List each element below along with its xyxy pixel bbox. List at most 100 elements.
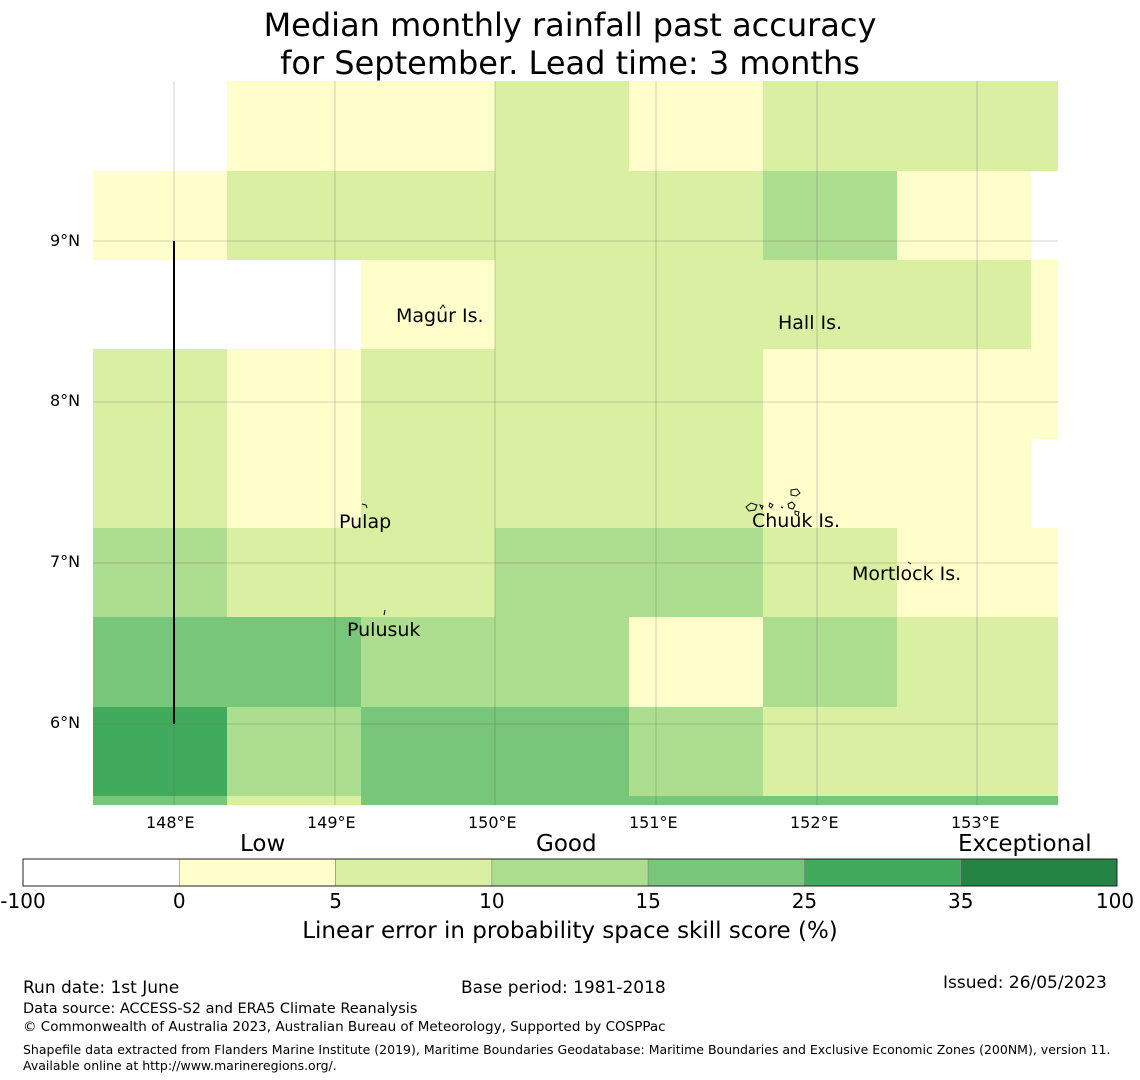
colorbar-segment [335,858,493,887]
grid-cell [629,707,763,796]
grid-cell [897,81,1058,171]
place-label-chuuk: Chuuk Is. [752,510,840,532]
colorbar-tick-label: 100 [1095,889,1135,913]
grid-cell [1031,528,1058,617]
colorbar-segment [178,858,336,887]
colorbar-word-low: Low [240,831,286,857]
mortlock-island-outline [907,561,912,565]
colorbar-segment [22,858,180,887]
grid-cell [763,171,897,260]
pulap-island-outline [361,503,368,509]
base-period: Base period: 1981-2018 [461,978,666,998]
grid-cell [227,349,361,439]
chuuk-island-outlines [745,488,801,517]
lat-label-7n: 7°N [50,552,81,571]
grid-cell [629,349,763,439]
data-source: Data source: ACCESS-S2 and ERA5 Climate … [23,1001,418,1017]
grid-cell [361,707,495,796]
skill-map [93,81,1058,805]
grid-cell [1031,349,1058,439]
grid-cell [763,528,897,617]
grid-cell [361,260,495,349]
grid-cell [1031,439,1058,528]
grid-cell-edge [1031,796,1058,805]
grid-cell [897,349,1031,439]
grid-cell [361,439,495,528]
colorbar-segment [491,858,649,887]
colorbar-tick-label: 35 [947,889,974,913]
colorbar-segment [960,858,1118,887]
lon-label-152e: 152°E [790,813,839,832]
lat-label-9n: 9°N [50,231,81,250]
grid-cell [361,81,495,171]
grid-cell [629,617,763,707]
grid-cell [93,528,227,617]
grid-cell [629,528,763,617]
grid-cell [897,617,1031,707]
colorbar-tick-label: 0 [172,889,186,913]
grid-cell [227,260,361,349]
lat-label-6n: 6°N [50,713,81,732]
copyright: © Commonwealth of Australia 2023, Austra… [23,1019,666,1035]
grid-cell [763,260,897,349]
grid-cell [227,528,361,617]
place-label-pulusuk: Pulusuk [347,619,421,641]
colorbar-tick-label: 5 [329,889,342,913]
lon-label-151e: 151°E [629,813,678,832]
colorbar-frame [22,858,1118,887]
colorbar [22,858,1118,887]
grid-cell [1031,707,1058,796]
grid-cell [93,617,227,707]
grid-cell [93,260,227,349]
grid-cell [897,260,1031,349]
grid-cell [763,81,897,171]
lon-label-149e: 149°E [307,813,356,832]
grid-cell [763,349,897,439]
grid-cell [495,617,629,707]
grid-cell [93,707,227,796]
grid-cell [361,171,495,260]
title-line-2: for September. Lead time: 3 months [280,44,860,82]
grid-cell [93,439,227,528]
grid-cell [1031,171,1058,260]
grid-cell [93,171,227,260]
grid-cell [361,617,495,707]
grid-cell [227,617,361,707]
magur-island-outline [439,304,446,310]
place-label-pulap: Pulap [339,511,392,533]
grid-cell-edge [629,796,763,805]
colorbar-word-good: Good [536,831,597,857]
grid-cell [361,528,495,617]
grid-cell [227,707,361,796]
grid-cell-edge [227,796,361,805]
grid-cell-edge [495,796,629,805]
grid-cell-edge [361,796,495,805]
colorbar-tick-label: 25 [791,889,818,913]
grid-cell [227,439,361,528]
grid-cell-edge [897,796,1031,805]
grid-cell [897,528,1031,617]
place-label-magur: Magur Is. [396,305,484,327]
grid-cell [629,439,763,528]
map-title: Median monthly rainfall past accuracy fo… [0,6,1140,82]
grid-cell [495,171,629,260]
lon-label-148e: 148°E [146,813,195,832]
grid-cell-edge [93,796,227,805]
place-label-mortlock: Mortlock Is. [852,563,962,585]
lon-label-153e: 153°E [951,813,1000,832]
pulusuk-island-outline [383,609,386,616]
grid-cell [763,439,897,528]
colorbar-word-exceptional: Exceptional [958,831,1092,857]
issued-date: Issued: 26/05/2023 [943,973,1107,993]
place-label-hall: Hall Is. [778,312,843,334]
grid-cell [897,439,1031,528]
grid-cell [495,81,629,171]
grid-cell [495,439,629,528]
grid-cell [227,171,361,260]
run-date: Run date: 1st June [23,978,180,998]
grid-cell [629,81,763,171]
grid-cell [1031,617,1058,707]
grid-cell [93,349,227,439]
grid-cell [897,171,1031,260]
graticule [93,81,1058,805]
